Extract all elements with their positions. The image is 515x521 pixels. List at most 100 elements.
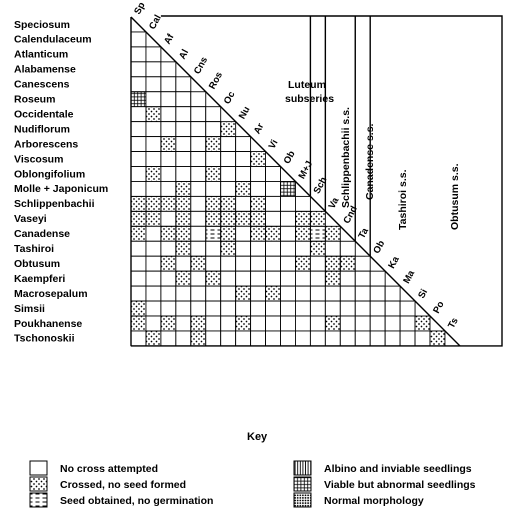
cross-cell-canadense-x-3 (175, 225, 192, 242)
cross-cell-molle-japonicum-x-3 (175, 180, 192, 197)
cross-cell-nudiflorum-x-4 (190, 121, 207, 138)
cross-cell-obtusum-x-11 (295, 255, 311, 272)
cross-cell-tashiroi-x-2 (160, 240, 177, 257)
cross-cell-poukhanense-x-5 (205, 315, 222, 332)
cross-cell-poukhanense-x-19 (414, 315, 431, 332)
cross-cell-simsii-x-4 (190, 300, 207, 317)
row-label: Atlanticum (14, 49, 68, 61)
key-swatch-dots (29, 476, 48, 492)
cross-cell-calendulaceum-x-0 (130, 31, 147, 48)
cross-cell-poukhanense-x-4 (190, 315, 207, 332)
cross-cell-simsii-x-2 (160, 300, 177, 317)
row-label: Vaseyi (14, 213, 47, 225)
cross-cell-tschonoskii-x-15 (354, 330, 371, 347)
cross-cell-obtusum-x-1 (145, 255, 162, 272)
row-label: Arborescens (14, 138, 78, 150)
cross-cell-simsii-x-14 (339, 300, 356, 317)
cross-cell-simsii-x-8 (250, 300, 267, 317)
cross-cell-tashiroi-x-13 (324, 240, 341, 257)
cross-cell-oblongifolium-x-9 (265, 166, 281, 182)
cross-cell-poukhanense-x-6 (220, 315, 237, 332)
group-label-schlippenbachii: Schlippenbachii s.s. (340, 107, 352, 208)
cross-cell-canadense-x-1 (145, 225, 162, 242)
cross-cell-canadense-x-11 (295, 225, 311, 242)
cross-cell-macrosepalum-x-16 (369, 285, 386, 302)
group-label-luteum-sub: subseries (285, 93, 334, 105)
cross-cell-canadense-x-13 (324, 225, 341, 242)
cross-cell-macrosepalum-x-2 (160, 285, 177, 302)
cross-cell-simsii-x-5 (205, 300, 222, 317)
row-label: Simsii (14, 303, 45, 315)
key-legend: Key No cross attempted Crossed, no seed fo… (29, 431, 476, 508)
group-label-canadense: Canadense s.s. (364, 123, 376, 200)
cross-cell-tschonoskii-x-16 (369, 330, 386, 347)
key-label-grid: Viable but abnormal seedlings (324, 479, 476, 491)
cross-cell-kaempferi-x-7 (235, 270, 252, 287)
cross-cell-macrosepalum-x-14 (339, 285, 356, 302)
row-label: Obtusum (14, 258, 60, 270)
cross-cell-oblongifolium-x-7 (235, 166, 252, 182)
cross-cell-arborescens-x-7 (235, 136, 252, 153)
cross-cell-oblongifolium-x-6 (220, 166, 237, 182)
cross-cell-vaseyi-x-3 (175, 210, 192, 227)
row-label: Viscosum (14, 153, 63, 165)
key-label-dashes: Seed obtained, no germination (60, 495, 213, 507)
key-label-vlines: Albino and inviable seedlings (324, 463, 472, 475)
cross-cell-schlippenbachii-x-11 (295, 195, 311, 212)
key-swatch-dense (293, 492, 312, 508)
column-label: Ros (207, 70, 225, 91)
cross-cell-oblongifolium-x-3 (175, 166, 192, 182)
column-label: Ar (252, 121, 267, 136)
cross-cell-tschonoskii-x-7 (235, 330, 252, 347)
row-label: Canadense (14, 228, 70, 240)
cross-cell-tschonoskii-x-13 (324, 330, 341, 347)
cross-cell-molle-japonicum-x-6 (220, 180, 237, 197)
key-swatch-grid (293, 476, 312, 492)
cross-cell-molle-japonicum-x-2 (160, 180, 177, 197)
cross-cell-alabamense-x-0 (130, 61, 147, 78)
cross-cell-poukhanense-x-1 (145, 315, 162, 332)
cross-cell-vaseyi-x-6 (220, 210, 237, 227)
cross-cell-kaempferi-x-0 (130, 270, 147, 287)
cross-cell-poukhanense-x-3 (175, 315, 192, 332)
cross-cell-canadense-x-7 (235, 225, 252, 242)
group-label-luteum: Luteum (288, 79, 326, 91)
cross-cell-viscosum-x-2 (160, 151, 177, 167)
row-label: Canescens (14, 79, 70, 91)
cross-cell-roseum-x-1 (145, 91, 162, 108)
cross-cell-kaempferi-x-3 (175, 270, 192, 287)
cross-cell-simsii-x-16 (369, 300, 386, 317)
cross-cell-occidentale-x-3 (175, 106, 192, 123)
cross-cell-canadense-x-10 (280, 225, 296, 242)
cross-cell-molle-japonicum-x-1 (145, 180, 162, 197)
cross-cell-macrosepalum-x-7 (235, 285, 252, 302)
cross-cell-tashiroi-x-4 (190, 240, 207, 257)
cross-cell-macrosepalum-x-12 (309, 285, 326, 302)
cross-cell-viscosum-x-3 (175, 151, 192, 167)
cross-cell-obtusum-x-9 (265, 255, 281, 272)
cross-cell-schlippenbachii-x-5 (205, 195, 222, 212)
cross-cell-viscosum-x-0 (130, 151, 147, 167)
cross-cell-poukhanense-x-15 (354, 315, 371, 332)
row-label: Molle + Japonicum (14, 183, 108, 195)
cross-cell-nudiflorum-x-3 (175, 121, 192, 138)
cross-cell-nudiflorum-x-5 (205, 121, 222, 138)
cross-cell-tschonoskii-x-9 (265, 330, 281, 347)
cross-cell-tschonoskii-x-0 (130, 330, 147, 347)
cross-cell-macrosepalum-x-9 (265, 285, 281, 302)
cross-cell-canadense-x-12 (309, 225, 326, 242)
column-label: Oc (222, 90, 238, 106)
cross-cell-obtusum-x-14 (339, 255, 356, 272)
cross-cell-kaempferi-x-16 (369, 270, 386, 287)
cross-cell-simsii-x-18 (399, 300, 416, 317)
group-label-obtusum: Obtusum s.s. (449, 163, 461, 230)
cross-cell-viscosum-x-5 (205, 151, 222, 167)
group-label-tashiroi: Tashiroi s.s. (397, 169, 409, 230)
cross-cell-tschonoskii-x-8 (250, 330, 267, 347)
cross-cell-tschonoskii-x-19 (414, 330, 431, 347)
cross-cell-nudiflorum-x-2 (160, 121, 177, 138)
cross-cell-poukhanense-x-11 (295, 315, 311, 332)
cross-cell-poukhanense-x-14 (339, 315, 356, 332)
cross-cell-viscosum-x-1 (145, 151, 162, 167)
cross-cell-kaempferi-x-15 (354, 270, 371, 287)
